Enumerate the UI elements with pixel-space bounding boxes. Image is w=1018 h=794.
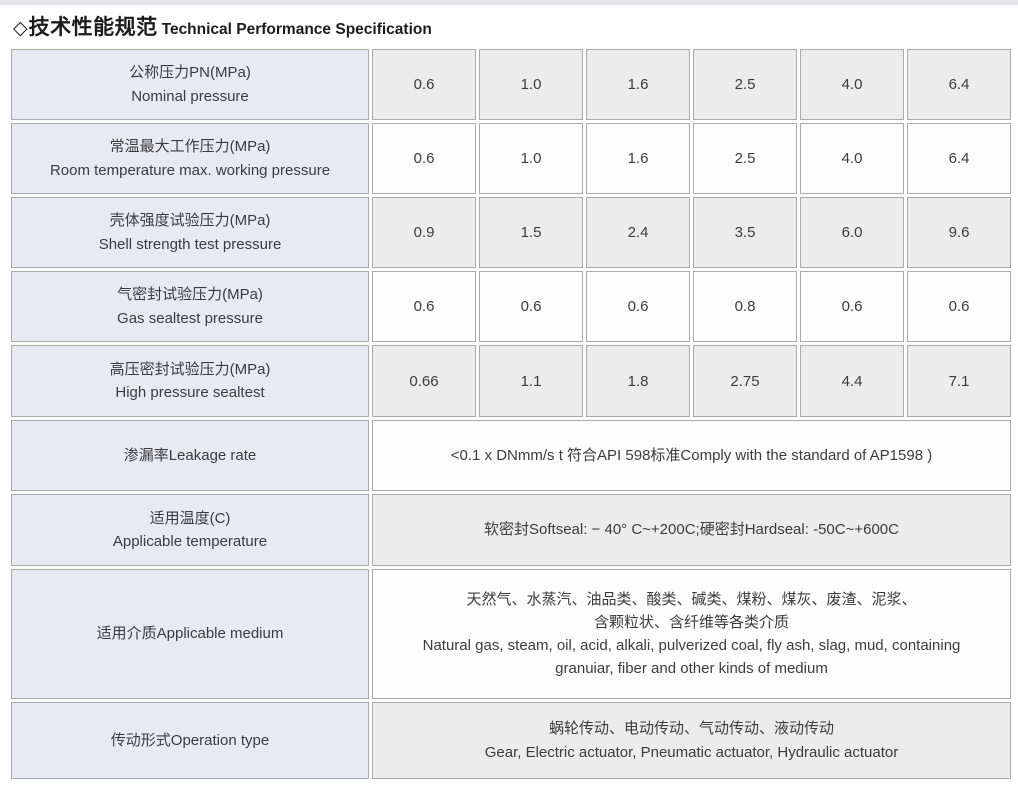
value-line: 软密封Softseal: − 40° C~+200C;硬密封Hardseal: … — [484, 521, 899, 539]
value-cell: 2.4 — [586, 197, 690, 268]
technical-performance-table: 公称压力PN(MPa) Nominal pressure 0.6 1.0 1.6… — [8, 46, 1014, 782]
value-line: granuiar, fiber and other kinds of mediu… — [555, 660, 828, 678]
value-cell: 0.6 — [372, 271, 476, 342]
value-cell: 4.0 — [800, 123, 904, 194]
table-row-applicable-temperature: 适用温度(C) Applicable temperature 软密封Softse… — [11, 494, 1011, 566]
value-line: 蜗轮传动、电动传动、气动传动、液动传动 — [548, 720, 834, 738]
value-cell: 4.4 — [800, 345, 904, 417]
value-cell: 0.9 — [372, 197, 476, 268]
value-cell-span: 蜗轮传动、电动传动、气动传动、液动传动 Gear, Electric actua… — [372, 702, 1011, 779]
table-row-max-working-pressure: 常温最大工作压力(MPa) Room temperature max. work… — [11, 123, 1011, 194]
value-line: 含颗粒状、含纤维等各类介质 — [593, 613, 789, 631]
value-cell: 1.6 — [586, 49, 690, 120]
row-label: 适用温度(C) Applicable temperature — [11, 494, 369, 566]
row-label-en: Applicable temperature — [112, 533, 268, 550]
value-cell: 6.4 — [907, 49, 1011, 120]
section-title-zh: 技术性能规范 — [28, 16, 158, 39]
row-label: 适用介质Applicable medium — [11, 569, 369, 699]
value-cell: 1.6 — [586, 123, 690, 194]
value-cell: 2.5 — [693, 123, 797, 194]
table-row-gas-sealtest: 气密封试验压力(MPa) Gas sealtest pressure 0.6 0… — [11, 271, 1011, 342]
value-cell: 0.6 — [372, 49, 476, 120]
value-cell: 4.0 — [800, 49, 904, 120]
section-title: ◇技术性能规范 Technical Performance Specificati… — [13, 11, 432, 41]
value-cell: 3.5 — [693, 197, 797, 268]
value-cell: 1.1 — [479, 345, 583, 417]
value-line: <0.1 x DNmm/s t 符合API 598标准Comply with t… — [450, 446, 933, 464]
table-row-operation-type: 传动形式Operation type 蜗轮传动、电动传动、气动传动、液动传动 G… — [11, 702, 1011, 779]
value-cell: 1.5 — [479, 197, 583, 268]
value-cell: 0.6 — [372, 123, 476, 194]
value-line: 天然气、水蒸汽、油品类、酸类、碱类、煤粉、煤灰、废渣、泥浆、 — [466, 590, 917, 608]
value-cell: 0.6 — [586, 271, 690, 342]
row-label-en: Room temperature max. working pressure — [49, 161, 331, 179]
value-cell: 6.4 — [907, 123, 1011, 194]
row-label: 壳体强度试验压力(MPa) Shell strength test pressu… — [11, 197, 369, 268]
row-label: 常温最大工作压力(MPa) Room temperature max. work… — [11, 123, 369, 194]
value-cell-span: 软密封Softseal: − 40° C~+200C;硬密封Hardseal: … — [372, 494, 1011, 566]
row-label-zh: 高压密封试验压力(MPa) — [109, 360, 271, 378]
row-label-zh: 渗漏率Leakage rate — [123, 446, 257, 464]
row-label-en: Shell strength test pressure — [98, 235, 282, 253]
row-label-zh: 传动形式Operation type — [110, 731, 270, 749]
row-label-en: Gas sealtest pressure — [117, 309, 263, 327]
value-line: Natural gas, steam, oil, acid, alkali, p… — [422, 637, 961, 654]
page-top-edge — [0, 0, 1018, 5]
value-cell-span: <0.1 x DNmm/s t 符合API 598标准Comply with t… — [372, 420, 1011, 491]
row-label: 传动形式Operation type — [11, 702, 369, 779]
row-label-zh: 公称压力PN(MPa) — [129, 64, 251, 82]
row-label: 公称压力PN(MPa) Nominal pressure — [11, 49, 369, 120]
value-cell: 0.6 — [479, 271, 583, 342]
value-cell: 6.0 — [800, 197, 904, 268]
table-row-applicable-medium: 适用介质Applicable medium 天然气、水蒸汽、油品类、酸类、碱类、… — [11, 569, 1011, 699]
value-cell: 9.6 — [907, 197, 1011, 268]
value-cell: 1.0 — [479, 49, 583, 120]
row-label-zh: 适用介质Applicable medium — [96, 625, 284, 643]
value-line: Gear, Electric actuator, Pneumatic actua… — [484, 743, 899, 761]
row-label-zh: 适用温度(C) — [149, 509, 231, 527]
row-label-en: Nominal pressure — [131, 87, 249, 105]
row-label-zh: 常温最大工作压力(MPa) — [109, 138, 271, 156]
value-cell: 2.75 — [693, 345, 797, 417]
row-label-zh: 气密封试验压力(MPa) — [117, 286, 263, 304]
value-cell: 1.0 — [479, 123, 583, 194]
row-label: 渗漏率Leakage rate — [11, 420, 369, 491]
table-row-high-pressure-sealtest: 高压密封试验压力(MPa) High pressure sealtest 0.6… — [11, 345, 1011, 417]
table-row-leakage-rate: 渗漏率Leakage rate <0.1 x DNmm/s t 符合API 59… — [11, 420, 1011, 491]
row-label-en: High pressure sealtest — [115, 384, 265, 401]
value-cell: 2.5 — [693, 49, 797, 120]
table-row-shell-strength-test: 壳体强度试验压力(MPa) Shell strength test pressu… — [11, 197, 1011, 268]
row-label: 气密封试验压力(MPa) Gas sealtest pressure — [11, 271, 369, 342]
diamond-icon: ◇ — [13, 18, 28, 39]
value-cell: 1.8 — [586, 345, 690, 417]
row-label: 高压密封试验压力(MPa) High pressure sealtest — [11, 345, 369, 417]
table-row-nominal-pressure: 公称压力PN(MPa) Nominal pressure 0.6 1.0 1.6… — [11, 49, 1011, 120]
value-cell: 0.66 — [372, 345, 476, 417]
value-cell: 0.6 — [800, 271, 904, 342]
section-title-en: Technical Performance Specification — [161, 21, 432, 38]
value-cell-span: 天然气、水蒸汽、油品类、酸类、碱类、煤粉、煤灰、废渣、泥浆、 含颗粒状、含纤维等… — [372, 569, 1011, 699]
value-cell: 7.1 — [907, 345, 1011, 417]
value-cell: 0.8 — [693, 271, 797, 342]
row-label-zh: 壳体强度试验压力(MPa) — [109, 212, 271, 230]
value-cell: 0.6 — [907, 271, 1011, 342]
